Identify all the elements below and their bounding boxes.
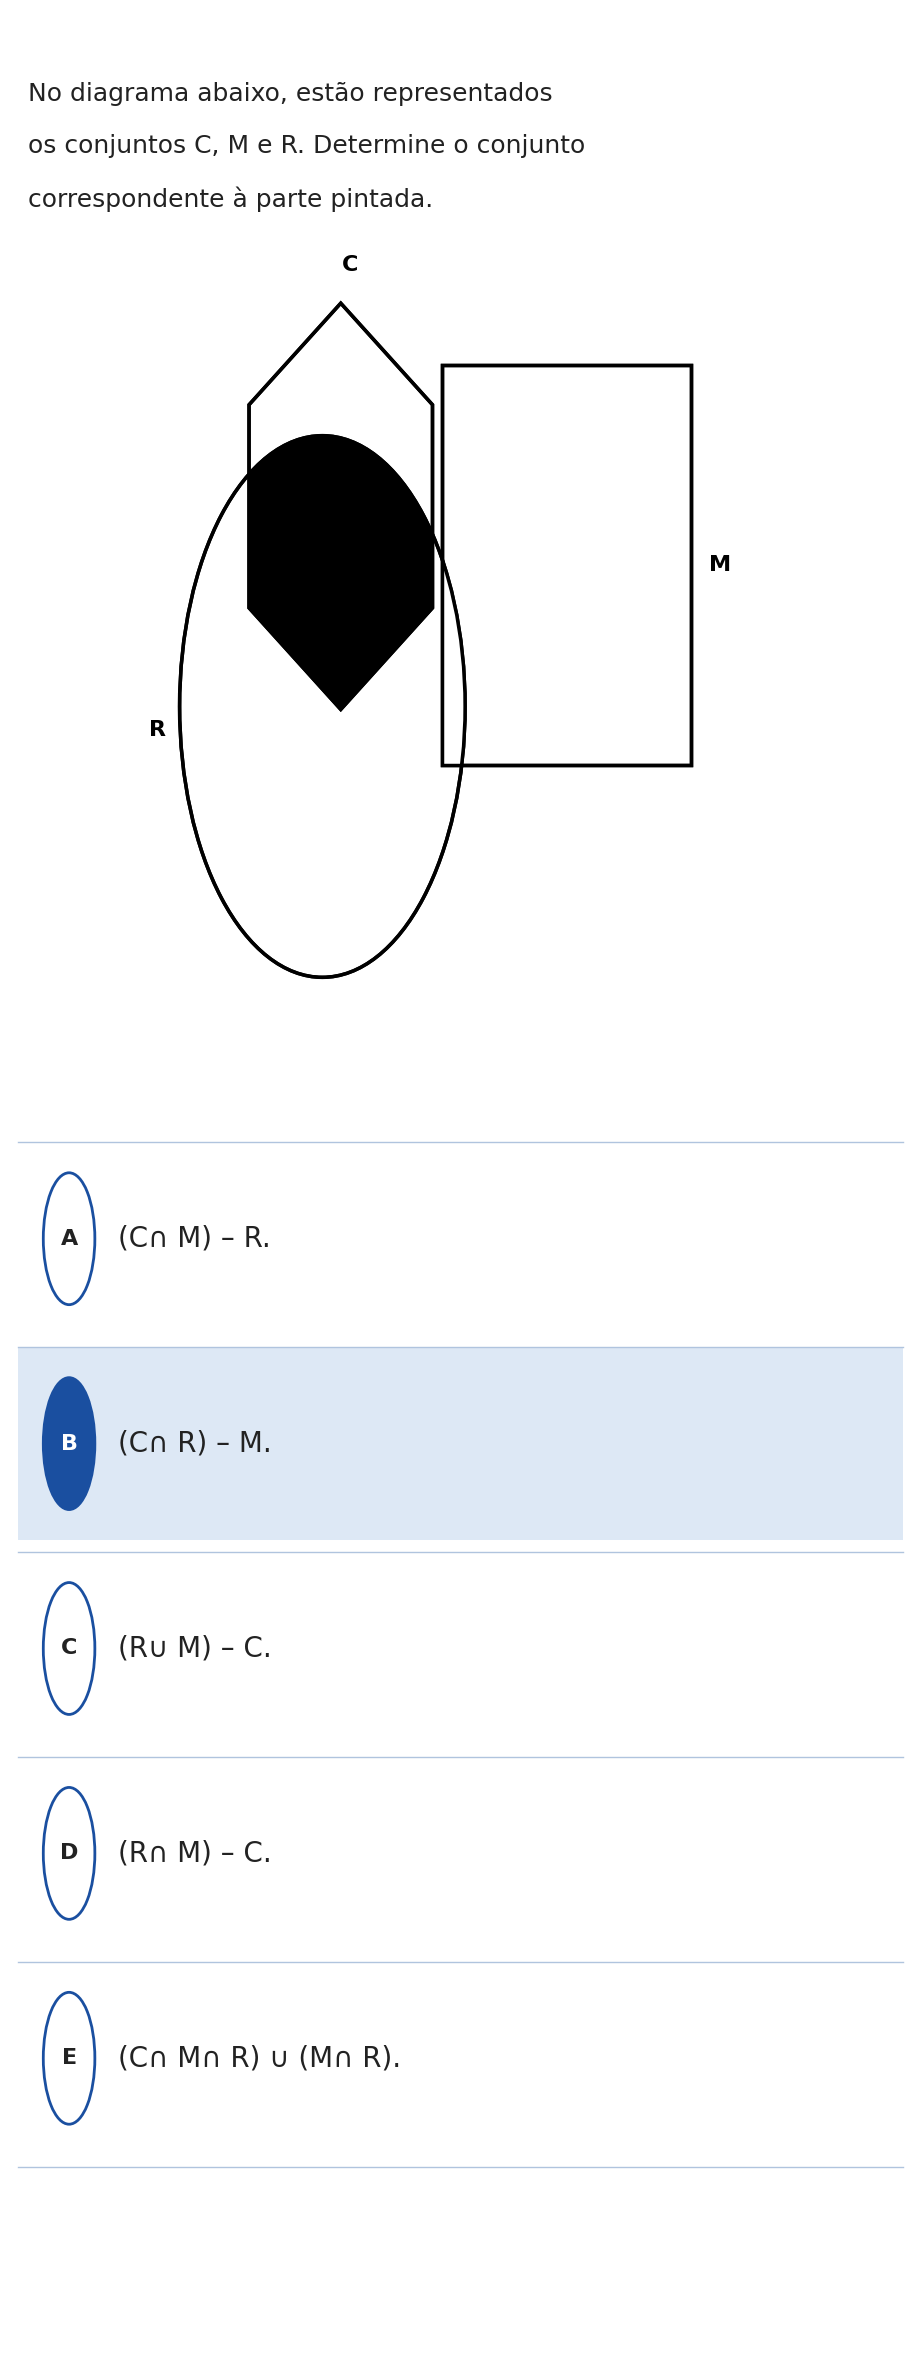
- Circle shape: [43, 1378, 95, 1510]
- FancyBboxPatch shape: [18, 1552, 903, 1745]
- Circle shape: [43, 1173, 95, 1305]
- Text: (R∩ M) – C.: (R∩ M) – C.: [118, 1839, 272, 1868]
- Text: (C∩ R) – M.: (C∩ R) – M.: [118, 1429, 272, 1458]
- Circle shape: [43, 1787, 95, 1919]
- Circle shape: [43, 1992, 95, 2124]
- Text: os conjuntos C, M e R. Determine o conjunto: os conjuntos C, M e R. Determine o conju…: [28, 134, 585, 158]
- Text: A: A: [61, 1229, 77, 1248]
- Ellipse shape: [180, 436, 465, 977]
- Text: (C∩ M) – R.: (C∩ M) – R.: [118, 1225, 271, 1253]
- Circle shape: [43, 1583, 95, 1714]
- Text: C: C: [61, 1639, 77, 1658]
- Bar: [442, 365, 691, 765]
- FancyBboxPatch shape: [18, 1142, 903, 1335]
- Text: No diagrama abaixo, estão representados: No diagrama abaixo, estão representados: [28, 82, 553, 106]
- Text: B: B: [61, 1434, 77, 1453]
- Text: C: C: [342, 254, 358, 276]
- FancyBboxPatch shape: [18, 1962, 903, 2155]
- Text: (R∪ M) – C.: (R∪ M) – C.: [118, 1634, 272, 1663]
- Text: R: R: [149, 721, 166, 739]
- Text: (C∩ M∩ R) ∪ (M∩ R).: (C∩ M∩ R) ∪ (M∩ R).: [118, 2044, 401, 2072]
- FancyBboxPatch shape: [18, 1347, 903, 1540]
- Bar: [442, 365, 691, 765]
- FancyBboxPatch shape: [18, 1757, 903, 1950]
- Text: M: M: [709, 556, 731, 575]
- Text: D: D: [60, 1844, 78, 1863]
- Text: correspondente à parte pintada.: correspondente à parte pintada.: [28, 186, 433, 212]
- Text: E: E: [62, 2049, 76, 2068]
- Bar: [442, 365, 691, 765]
